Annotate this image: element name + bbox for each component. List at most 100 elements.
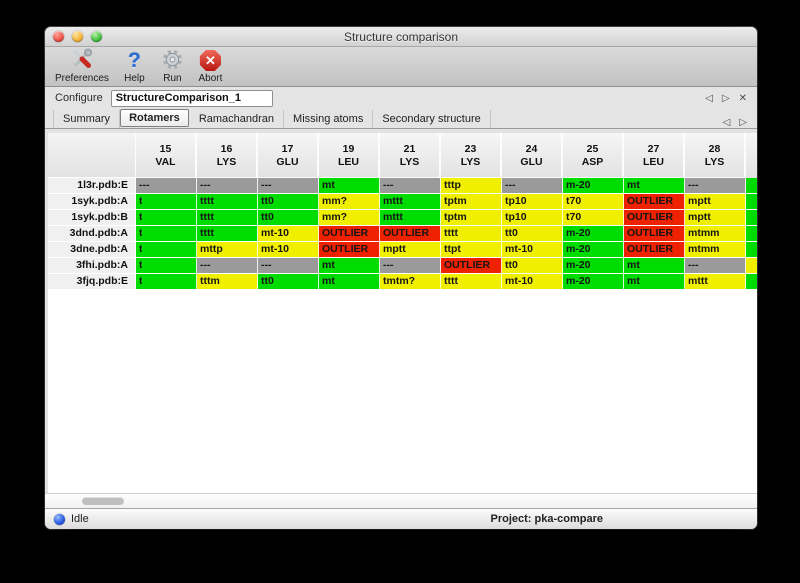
- rotamer-cell[interactable]: mttt: [685, 274, 746, 290]
- rotamer-cell[interactable]: m-20: [563, 274, 624, 290]
- column-header-28[interactable]: 28 LYS: [685, 133, 746, 178]
- tab-prev-icon[interactable]: ◁: [722, 117, 731, 128]
- row-label[interactable]: 1syk.pdb:B: [48, 210, 136, 226]
- rotamer-cell[interactable]: t: [136, 274, 197, 290]
- row-label[interactable]: 3fjq.pdb:E: [48, 274, 136, 290]
- rotamer-cell[interactable]: mt: [319, 178, 380, 194]
- horizontal-scrollbar-thumb[interactable]: [82, 497, 124, 505]
- rotamer-cell[interactable]: mptt: [380, 242, 441, 258]
- rotamer-cell[interactable]: tttt: [441, 274, 502, 290]
- rotamer-cell[interactable]: mptt: [685, 210, 746, 226]
- rotamer-cell[interactable]: tt0: [258, 210, 319, 226]
- row-label[interactable]: 3fhi.pdb:A: [48, 258, 136, 274]
- rotamer-cell[interactable]: tt0: [258, 194, 319, 210]
- column-header-25[interactable]: 25 ASP: [563, 133, 624, 178]
- rotamer-cell[interactable]: mtmm: [685, 242, 746, 258]
- rotamer-cell[interactable]: tmtm?: [380, 274, 441, 290]
- rotamer-cell[interactable]: mtmm: [685, 226, 746, 242]
- row-label[interactable]: 3dnd.pdb:A: [48, 226, 136, 242]
- rotamer-cell[interactable]: mt: [319, 258, 380, 274]
- rotamer-cell[interactable]: OUTLIER: [380, 226, 441, 242]
- rotamer-cell[interactable]: mttp: [197, 242, 258, 258]
- rotamer-cell[interactable]: ---: [197, 258, 258, 274]
- rotamer-cell[interactable]: mt: [319, 274, 380, 290]
- rotamer-cell[interactable]: ---: [685, 178, 746, 194]
- column-header-27[interactable]: 27 LEU: [624, 133, 685, 178]
- rotamer-cell[interactable]: OUTLIER: [441, 258, 502, 274]
- zoom-window-button[interactable]: [91, 31, 102, 42]
- rotamer-cell[interactable]: tttt: [197, 226, 258, 242]
- column-header-23[interactable]: 23 LYS: [441, 133, 502, 178]
- horizontal-scrollbar[interactable]: [45, 493, 757, 508]
- rotamer-cell[interactable]: ---: [136, 178, 197, 194]
- rotamer-cell[interactable]: mt-10: [258, 242, 319, 258]
- rotamer-cell[interactable]: mptt: [685, 194, 746, 210]
- tab-next-icon[interactable]: ▷: [739, 117, 747, 128]
- preferences-button[interactable]: Preferences: [55, 48, 109, 84]
- prev-panel-icon[interactable]: ◁: [705, 92, 713, 104]
- column-header-19[interactable]: 19 LEU: [319, 133, 380, 178]
- rotamer-cell[interactable]: ---: [685, 258, 746, 274]
- rotamer-cell[interactable]: ---: [258, 258, 319, 274]
- rotamer-cell[interactable]: OUTLIER: [319, 226, 380, 242]
- rotamer-cell[interactable]: m-20: [563, 258, 624, 274]
- rotamer-cell[interactable]: t: [136, 194, 197, 210]
- rotamer-cell[interactable]: tptm: [441, 194, 502, 210]
- rotamer-cell[interactable]: mt-10: [258, 226, 319, 242]
- rotamer-cell[interactable]: mt: [624, 258, 685, 274]
- rotamer-cell[interactable]: tttt: [197, 210, 258, 226]
- rotamer-cell[interactable]: ---: [502, 178, 563, 194]
- close-window-button[interactable]: [53, 31, 64, 42]
- rotamer-cell[interactable]: ---: [258, 178, 319, 194]
- rotamer-cell[interactable]: mm?: [319, 194, 380, 210]
- column-header-15[interactable]: 15 VAL: [136, 133, 197, 178]
- rotamer-cell[interactable]: ttpt: [441, 242, 502, 258]
- rotamer-cell[interactable]: mttt: [380, 194, 441, 210]
- rotamer-cell[interactable]: mt: [624, 178, 685, 194]
- abort-button[interactable]: ✕ Abort: [198, 48, 223, 84]
- rotamer-cell[interactable]: t: [136, 242, 197, 258]
- rotamer-cell[interactable]: mt: [624, 274, 685, 290]
- column-header-17[interactable]: 17 GLU: [258, 133, 319, 178]
- rotamer-cell[interactable]: ---: [197, 178, 258, 194]
- tab-summary[interactable]: Summary: [53, 110, 121, 128]
- rotamer-cell[interactable]: OUTLIER: [319, 242, 380, 258]
- rotamer-cell[interactable]: t: [136, 258, 197, 274]
- rotamer-cell[interactable]: ---: [380, 178, 441, 194]
- tab-missing-atoms[interactable]: Missing atoms: [284, 110, 374, 128]
- rotamer-cell[interactable]: m-20: [563, 178, 624, 194]
- rotamer-cell[interactable]: OUTLIER: [624, 226, 685, 242]
- row-label[interactable]: 1l3r.pdb:E: [48, 178, 136, 194]
- tab-ramachandran[interactable]: Ramachandran: [190, 110, 285, 128]
- rotamer-cell[interactable]: tttt: [197, 194, 258, 210]
- rotamer-cell[interactable]: m-20: [563, 242, 624, 258]
- tab-rotamers[interactable]: Rotamers: [120, 109, 189, 127]
- row-label[interactable]: 3dne.pdb:A: [48, 242, 136, 258]
- rotamer-cell[interactable]: t70: [563, 210, 624, 226]
- rotamer-cell[interactable]: ---: [380, 258, 441, 274]
- next-panel-icon[interactable]: ▷: [721, 92, 730, 104]
- rotamer-cell[interactable]: tt0: [502, 226, 563, 242]
- help-button[interactable]: ? Help: [122, 48, 147, 84]
- column-header-21[interactable]: 21 LYS: [380, 133, 441, 178]
- rotamer-cell[interactable]: t: [136, 226, 197, 242]
- rotamer-cell[interactable]: tp10: [502, 210, 563, 226]
- run-button[interactable]: Run: [160, 48, 185, 84]
- rotamer-cell[interactable]: OUTLIER: [624, 242, 685, 258]
- minimize-window-button[interactable]: [72, 31, 83, 42]
- rotamer-cell[interactable]: tp10: [502, 194, 563, 210]
- column-header-24[interactable]: 24 GLU: [502, 133, 563, 178]
- tab-secondary-structure[interactable]: Secondary structure: [373, 110, 491, 128]
- rotamer-cell[interactable]: m-20: [563, 226, 624, 242]
- rotamer-cell[interactable]: tt0: [258, 274, 319, 290]
- rotamer-cell[interactable]: OUTLIER: [624, 210, 685, 226]
- rotamer-cell[interactable]: mt-10: [502, 242, 563, 258]
- rotamer-cell[interactable]: mm?: [319, 210, 380, 226]
- configure-name-input[interactable]: [110, 89, 273, 107]
- rotamer-cell[interactable]: mttt: [380, 210, 441, 226]
- rotamer-cell[interactable]: tt0: [502, 258, 563, 274]
- close-panel-icon[interactable]: ✕: [738, 92, 747, 104]
- rotamer-cell[interactable]: OUTLIER: [624, 194, 685, 210]
- rotamer-cell[interactable]: tttm: [197, 274, 258, 290]
- rotamer-cell[interactable]: tttp: [441, 178, 502, 194]
